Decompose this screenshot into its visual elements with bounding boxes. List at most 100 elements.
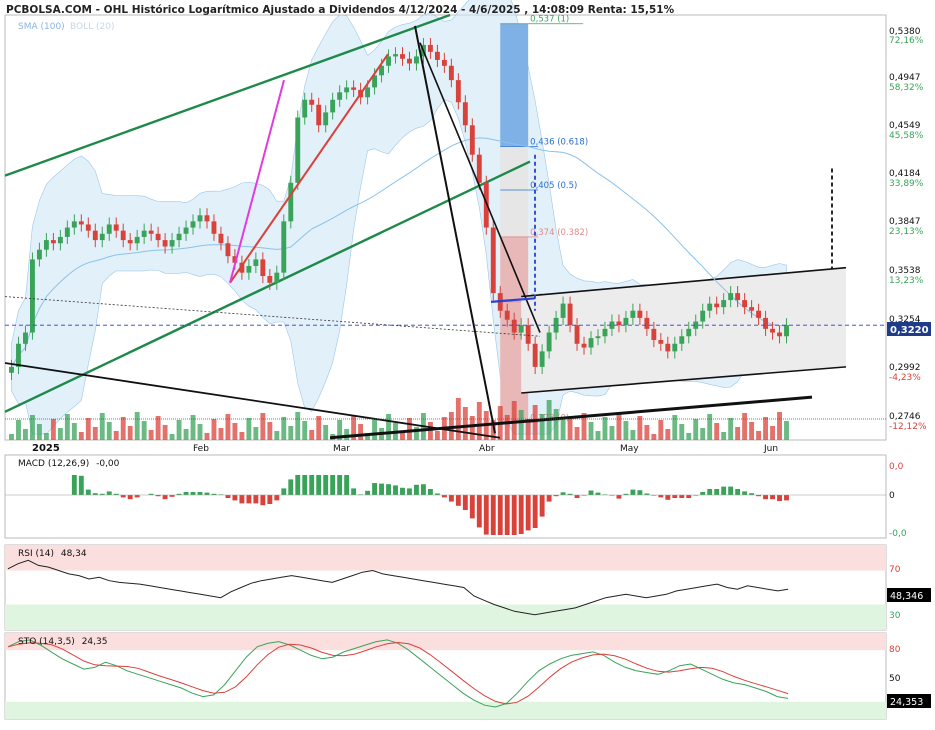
macd-histogram-bar <box>714 489 720 495</box>
volume-bar <box>23 429 28 440</box>
macd-histogram-bar <box>595 492 601 495</box>
volume-bar <box>337 420 343 440</box>
candle-body <box>581 343 587 348</box>
y-tick: 0,3847 <box>889 217 921 227</box>
sma-label: SMA (100) <box>18 22 65 32</box>
macd-histogram-bar <box>518 495 524 534</box>
macd-histogram-bar <box>609 495 615 496</box>
candle-body <box>462 102 468 126</box>
x-tick-may: May <box>620 444 639 454</box>
fib-label: 0,374 (0.382) <box>530 228 588 238</box>
candle-body <box>455 80 461 103</box>
chart-title: PCBOLSA.COM - OHL Histórico Logarítmico … <box>6 4 675 16</box>
macd-histogram-bar <box>483 495 489 535</box>
macd-histogram-bar <box>274 495 280 501</box>
candle-body <box>777 332 782 337</box>
macd-histogram-bar <box>525 495 531 531</box>
macd-histogram-bar <box>644 493 650 495</box>
macd-histogram-bar <box>756 495 762 497</box>
macd-histogram-bar <box>197 492 203 495</box>
volume-bar <box>560 418 566 440</box>
y-tick: 0,3254 <box>889 315 921 325</box>
macd-histogram-bar <box>386 484 391 495</box>
macd-histogram-bar <box>574 495 580 498</box>
volume-bar <box>365 433 371 440</box>
volume-bar <box>358 424 364 440</box>
candle-body <box>239 262 245 273</box>
volume-bar <box>644 425 650 440</box>
candle-body <box>574 325 580 344</box>
macd-histogram-bar <box>218 494 224 495</box>
green-channel-upper <box>4 13 451 177</box>
candle-body <box>148 230 154 234</box>
volume-bar <box>260 413 266 440</box>
macd-histogram-bar <box>672 495 678 498</box>
macd-histogram-bar <box>400 487 405 495</box>
candle-body <box>407 58 412 64</box>
candle-body <box>770 328 775 333</box>
macd-histogram-bar <box>784 495 789 501</box>
candle-body <box>679 336 685 344</box>
candle-body <box>400 54 405 59</box>
volume-bar <box>316 416 322 440</box>
volume-bar <box>427 422 433 440</box>
x-tick-2025: 2025 <box>32 443 60 454</box>
y-tick-pct: -4,23% <box>889 373 921 383</box>
candle-body <box>379 65 384 76</box>
candle-body <box>644 317 650 329</box>
volume-bar <box>469 416 475 440</box>
volume-bar <box>225 414 231 440</box>
candle-body <box>714 303 720 308</box>
macd-histogram-bar <box>553 495 559 497</box>
candle-body <box>546 332 552 352</box>
macd-histogram-bar <box>316 475 322 495</box>
volume-bar <box>553 409 559 440</box>
y-tick: 0,2746 <box>889 412 921 422</box>
macd-histogram-bar <box>337 475 343 495</box>
macd-histogram-bar <box>323 475 329 495</box>
candle-body <box>260 259 266 277</box>
macd-histogram-bar <box>351 488 357 495</box>
candle-body <box>29 259 35 333</box>
candle-body <box>616 321 622 326</box>
candle-body <box>518 325 524 333</box>
candle-body <box>567 303 573 326</box>
volume-bar <box>784 421 789 440</box>
volume-bar <box>630 430 636 440</box>
rsi-y-tick: 30 <box>889 611 901 621</box>
volume-bar <box>190 415 196 440</box>
macd-histogram-bar <box>176 493 182 495</box>
candle-body <box>218 233 224 244</box>
macd-histogram-bar <box>420 484 426 495</box>
green-channel-lower <box>4 160 531 413</box>
volume-bar <box>742 413 748 440</box>
trendline-dotted <box>4 296 541 337</box>
macd-histogram-bar <box>665 495 671 500</box>
candle-body <box>686 328 692 337</box>
volume-bar <box>525 419 531 440</box>
candle-body <box>365 87 371 98</box>
volume-bar <box>232 423 238 440</box>
volume-bar <box>176 420 182 440</box>
macd-histogram-bar <box>749 493 755 495</box>
macd-histogram-bar <box>721 486 727 495</box>
macd-histogram-bar <box>365 490 371 495</box>
rsi-line <box>7 559 789 616</box>
macd-histogram-bar <box>581 495 587 496</box>
sma-line <box>11 137 787 368</box>
candle-body <box>99 233 105 241</box>
volume-bar <box>204 433 210 440</box>
macd-histogram-bar <box>700 492 706 495</box>
candle-body <box>23 332 28 344</box>
macd-histogram-bar <box>99 493 105 495</box>
candle-body <box>693 321 699 329</box>
macd-histogram-bar <box>707 489 713 495</box>
candle-body <box>490 227 496 294</box>
volume-bar <box>532 405 538 440</box>
volume-bar <box>721 432 727 440</box>
macd-histogram-bar <box>441 495 447 498</box>
macd-histogram-bar <box>511 495 517 535</box>
macd-histogram-bar <box>232 495 238 501</box>
candle-body <box>525 325 531 344</box>
